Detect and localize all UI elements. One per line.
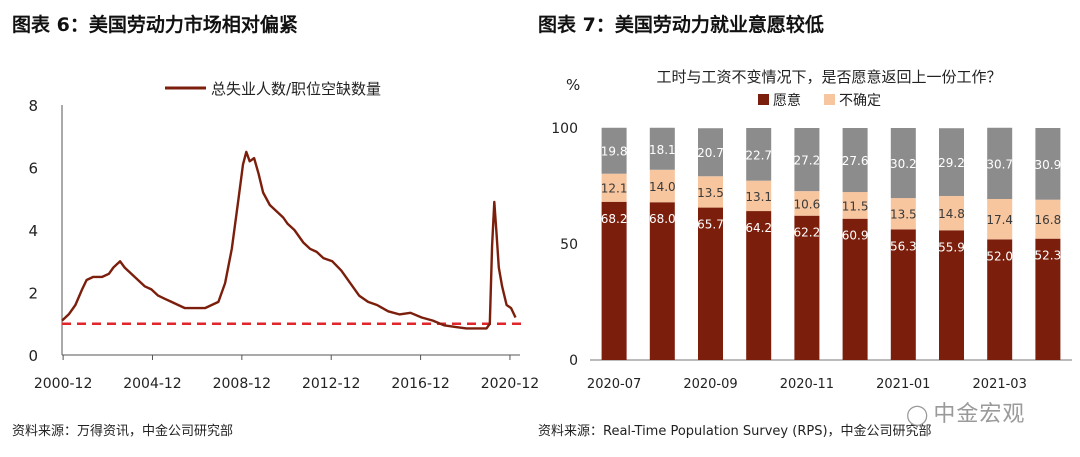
data-label-other: 30.7 xyxy=(986,157,1013,171)
chart-title: 工时与工资不变情况下，是否愿意返回上一份工作？ xyxy=(656,68,1001,86)
data-label-other: 29.2 xyxy=(938,156,965,170)
data-label-unsure: 16.8 xyxy=(1035,213,1062,227)
bar-segment-unsure xyxy=(746,180,772,212)
legend-label-unsure: 不确定 xyxy=(839,93,881,109)
legend-swatch-unsure xyxy=(824,94,835,105)
y-tick-label: 0 xyxy=(569,353,578,369)
data-label-unsure: 14.0 xyxy=(649,180,676,194)
bar-segment-willing xyxy=(601,201,627,360)
bar-segment-other xyxy=(890,128,916,199)
data-label-other: 30.9 xyxy=(1035,158,1062,172)
bar-segment-willing xyxy=(649,202,675,360)
bar-segment-other xyxy=(601,127,627,174)
wechat-icon: ◯ xyxy=(906,402,930,426)
y-tick-label: 0 xyxy=(28,347,38,365)
bar-segment-willing xyxy=(746,211,772,360)
data-label-unsure: 13.5 xyxy=(697,186,724,200)
right-figure-title: 图表 7：美国劳动力就业意愿较低 xyxy=(538,14,824,36)
data-label-willing: 56.3 xyxy=(890,239,917,253)
x-tick-label: 2020-11 xyxy=(780,377,834,392)
bar-segment-willing xyxy=(842,218,868,360)
data-label-willing: 65.7 xyxy=(697,218,724,232)
bar-segment-willing xyxy=(794,215,820,360)
bar-segment-willing xyxy=(1035,238,1061,360)
bar-segment-willing xyxy=(890,229,916,360)
data-label-unsure: 13.1 xyxy=(745,190,772,204)
data-label-willing: 68.2 xyxy=(601,212,628,226)
y-tick-label: 100 xyxy=(551,121,578,137)
x-tick-label: 2012-12 xyxy=(302,376,361,392)
x-tick-label: 2020-07 xyxy=(587,377,641,392)
data-label-willing: 68.0 xyxy=(649,212,676,226)
bar-segment-other xyxy=(746,128,772,181)
data-label-unsure: 11.5 xyxy=(842,199,869,213)
bar-segment-unsure xyxy=(601,173,627,202)
bar-segment-unsure xyxy=(698,176,723,208)
bar-segment-other xyxy=(649,127,675,170)
bar-segment-unsure xyxy=(794,191,820,216)
bar-segment-unsure xyxy=(939,195,964,231)
legend-label-ratio: 总失业人数/职位空缺数量 xyxy=(211,80,381,98)
bar-segment-other xyxy=(698,128,723,177)
y-tick-label: 50 xyxy=(560,237,578,253)
right-source-note: 资料来源：Real-Time Population Survey (RPS)，中… xyxy=(538,424,932,439)
bar-segment-willing xyxy=(939,230,964,360)
x-tick-label: 2000-12 xyxy=(34,376,93,392)
legend-label-willing: 愿意 xyxy=(773,92,801,109)
data-label-willing: 60.9 xyxy=(842,229,869,243)
data-label-unsure: 13.5 xyxy=(890,208,917,222)
left-source-note: 资料来源：万得资讯，中金公司研究部 xyxy=(12,424,234,439)
bar-segment-unsure xyxy=(842,192,868,219)
bar-segment-unsure xyxy=(987,198,1013,240)
x-tick-label: 2004-12 xyxy=(123,376,182,392)
x-tick-label: 2021-01 xyxy=(876,377,930,392)
data-label-other: 27.6 xyxy=(842,154,869,168)
legend-swatch-willing xyxy=(758,94,769,105)
data-label-unsure: 14.8 xyxy=(938,207,965,221)
watermark-text: 中金宏观 xyxy=(933,402,1026,427)
y-axis-unit-label: % xyxy=(566,76,580,94)
bar-segment-other xyxy=(842,128,868,193)
x-tick-label: 2021-03 xyxy=(973,377,1027,392)
bar-segment-unsure xyxy=(1035,199,1061,239)
series-line-ratio xyxy=(61,150,517,330)
data-label-willing: 55.9 xyxy=(938,240,965,254)
bar-segment-willing xyxy=(698,207,723,360)
x-tick-label: 2016-12 xyxy=(391,376,450,392)
y-tick-label: 4 xyxy=(28,222,38,240)
left-figure-title: 图表 6：美国劳动力市场相对偏紧 xyxy=(12,14,298,36)
bar-segment-other xyxy=(987,127,1013,199)
data-label-willing: 52.3 xyxy=(1035,249,1062,263)
x-tick-label: 2020-12 xyxy=(481,376,540,392)
data-label-other: 18.1 xyxy=(649,143,676,157)
y-tick-label: 6 xyxy=(28,160,38,178)
x-tick-label: 2020-09 xyxy=(683,377,737,392)
data-label-other: 30.2 xyxy=(890,157,917,171)
data-label-willing: 62.2 xyxy=(794,226,821,240)
data-label-willing: 64.2 xyxy=(745,221,772,235)
data-label-other: 27.2 xyxy=(794,154,821,168)
bar-segment-other xyxy=(794,128,820,192)
data-label-willing: 52.0 xyxy=(986,249,1013,263)
bar-segment-other xyxy=(1035,128,1061,200)
line-chart-unemployment-vacancy-ratio: 0 2 4 6 8 2000-12 2004-12 2008-12 2012-12 2016-12… xyxy=(28,80,540,392)
data-label-unsure: 10.6 xyxy=(794,197,821,211)
data-label-unsure: 12.1 xyxy=(601,182,628,196)
bar-segment-unsure xyxy=(890,198,916,230)
data-label-other: 20.7 xyxy=(697,146,724,160)
data-label-unsure: 17.4 xyxy=(986,213,1013,227)
data-label-other: 19.8 xyxy=(601,145,628,159)
x-tick-label: 2008-12 xyxy=(213,376,272,392)
data-label-other: 22.7 xyxy=(745,148,772,162)
y-tick-label: 8 xyxy=(28,97,38,115)
watermark: ◯ 中金宏观 xyxy=(906,396,1025,428)
bar-segment-willing xyxy=(987,239,1013,360)
y-tick-label: 2 xyxy=(28,285,38,303)
bar-segment-other xyxy=(939,128,964,196)
bar-segment-unsure xyxy=(649,169,675,203)
